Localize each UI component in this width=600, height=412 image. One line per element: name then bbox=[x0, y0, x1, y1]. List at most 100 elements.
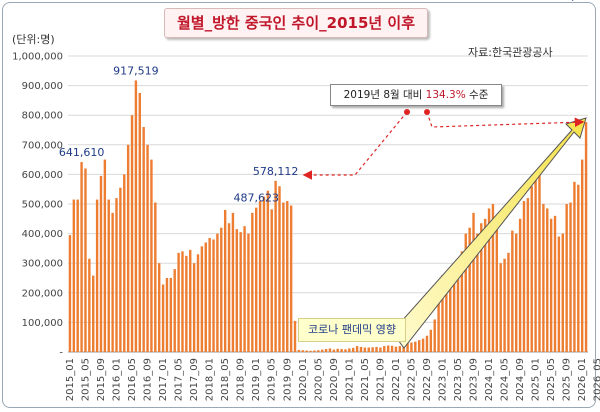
bar bbox=[173, 269, 176, 352]
bar bbox=[189, 249, 192, 352]
bar bbox=[553, 215, 557, 352]
bar bbox=[208, 238, 211, 352]
bar bbox=[460, 251, 464, 352]
bar bbox=[538, 171, 541, 352]
bar bbox=[313, 350, 316, 352]
x-tick-label: 2022_01 bbox=[391, 358, 402, 401]
x-tick-label: 2021_05 bbox=[360, 358, 371, 401]
x-tick-label: 2025_05 bbox=[546, 358, 557, 401]
x-tick-label: 2016_01 bbox=[112, 358, 123, 401]
bar bbox=[266, 190, 270, 352]
bar bbox=[518, 218, 522, 352]
x-tick-label: 2024_01 bbox=[484, 358, 495, 401]
callout-after: 수준 bbox=[465, 89, 489, 101]
bar bbox=[223, 209, 227, 352]
y-tick-label: 800,000 bbox=[22, 111, 63, 122]
bar bbox=[185, 255, 188, 352]
bar bbox=[464, 233, 467, 352]
bar bbox=[557, 236, 561, 352]
x-tick-label: 2015_05 bbox=[80, 358, 91, 401]
bar bbox=[584, 122, 588, 352]
x-tick-label: 2023_01 bbox=[437, 358, 448, 401]
bar bbox=[487, 208, 491, 352]
bar bbox=[410, 342, 413, 352]
y-tick-label: 200,000 bbox=[22, 288, 63, 299]
bar bbox=[398, 346, 401, 352]
data-label: 578,112 bbox=[253, 165, 299, 178]
bar bbox=[216, 233, 219, 352]
bar bbox=[383, 346, 386, 352]
bar bbox=[247, 233, 250, 352]
bar bbox=[204, 242, 207, 352]
bar bbox=[212, 239, 215, 352]
bar bbox=[138, 93, 141, 352]
bar bbox=[332, 349, 336, 352]
y-tick-label: 500,000 bbox=[22, 200, 63, 211]
bar bbox=[565, 204, 568, 352]
bar bbox=[320, 349, 324, 352]
x-tick-label: 2022_05 bbox=[406, 358, 417, 401]
x-tick-label: 2021_09 bbox=[375, 358, 386, 401]
covid-note: 코로나 팬데믹 영향 bbox=[298, 318, 406, 342]
bar bbox=[394, 346, 398, 352]
bar bbox=[542, 204, 545, 352]
bar bbox=[130, 115, 134, 352]
bar bbox=[286, 201, 289, 352]
bar bbox=[177, 252, 180, 352]
bar bbox=[452, 263, 456, 352]
bar bbox=[123, 174, 126, 352]
data-label: 917,519 bbox=[113, 64, 159, 77]
bar bbox=[472, 212, 475, 352]
x-tick-label: 2025_01 bbox=[531, 358, 542, 401]
bar bbox=[417, 340, 421, 352]
x-tick-label: 2025_09 bbox=[562, 358, 573, 401]
callout-pct: 134.3% bbox=[425, 89, 466, 101]
bar bbox=[297, 349, 301, 352]
bar bbox=[181, 251, 184, 352]
bar bbox=[220, 227, 223, 352]
data-label: 776,639 bbox=[550, 0, 596, 3]
x-tick-label: 2019_05 bbox=[267, 358, 278, 401]
bar bbox=[324, 349, 328, 352]
bar bbox=[258, 201, 262, 352]
bar bbox=[161, 284, 165, 352]
bar bbox=[99, 175, 103, 352]
x-tick-label: 2023_09 bbox=[469, 358, 480, 401]
bar bbox=[433, 319, 436, 352]
bar bbox=[146, 144, 149, 352]
bar bbox=[111, 212, 114, 352]
bar bbox=[88, 258, 91, 352]
bar bbox=[80, 162, 83, 352]
bar bbox=[352, 347, 355, 352]
x-tick-label: 2017_01 bbox=[158, 358, 169, 401]
bar bbox=[328, 348, 332, 352]
x-tick-label: 2026_01 bbox=[577, 358, 588, 401]
bar bbox=[445, 272, 448, 352]
bar bbox=[95, 199, 99, 352]
bar bbox=[503, 258, 506, 352]
bar bbox=[495, 227, 499, 352]
bar bbox=[293, 320, 297, 352]
x-tick-label: 2018_01 bbox=[205, 358, 216, 401]
bar bbox=[282, 202, 285, 352]
y-tick-label: 600,000 bbox=[22, 170, 63, 181]
bar bbox=[522, 201, 526, 352]
y-tick-label: - bbox=[59, 348, 63, 359]
bar bbox=[192, 263, 196, 352]
callout-before: 2019년 8월 대비 bbox=[343, 89, 426, 101]
bar bbox=[301, 350, 304, 352]
y-tick-label: 300,000 bbox=[22, 259, 63, 270]
unit-label: (단위:명) bbox=[12, 33, 55, 46]
bar bbox=[154, 202, 157, 352]
x-tick-label: 2020_09 bbox=[329, 358, 340, 401]
y-tick-label: 700,000 bbox=[22, 140, 63, 151]
bar bbox=[278, 186, 281, 352]
bar bbox=[344, 349, 347, 352]
x-tick-label: 2017_05 bbox=[174, 358, 185, 401]
bar bbox=[449, 267, 452, 352]
y-tick-label: 1,000,000 bbox=[12, 52, 63, 63]
x-tick-label: 2024_09 bbox=[515, 358, 526, 401]
bar bbox=[274, 180, 277, 352]
bar bbox=[231, 212, 235, 352]
bar bbox=[491, 204, 495, 352]
